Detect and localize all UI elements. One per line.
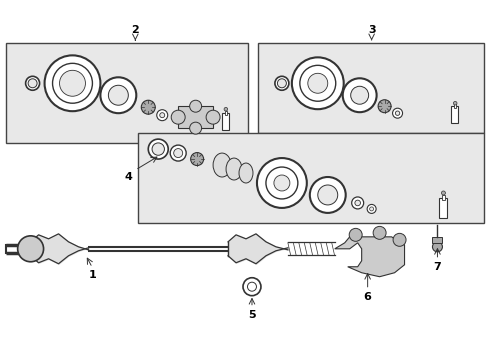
Circle shape: [160, 113, 164, 118]
Circle shape: [395, 111, 399, 116]
Circle shape: [25, 76, 40, 90]
Bar: [6, 44, 247, 143]
Circle shape: [205, 110, 220, 124]
Circle shape: [377, 100, 390, 113]
Circle shape: [18, 236, 43, 262]
Bar: [439, 198, 447, 218]
Text: 5: 5: [247, 310, 255, 320]
Text: 6: 6: [363, 292, 371, 302]
Circle shape: [52, 63, 92, 103]
Circle shape: [170, 145, 186, 161]
Circle shape: [141, 100, 155, 114]
Circle shape: [441, 191, 445, 195]
Text: 4: 4: [124, 172, 132, 182]
Polygon shape: [334, 237, 404, 277]
Circle shape: [60, 70, 85, 96]
Circle shape: [307, 73, 327, 93]
Circle shape: [342, 78, 376, 112]
Circle shape: [190, 153, 203, 166]
Circle shape: [108, 85, 128, 105]
Circle shape: [366, 204, 375, 213]
Circle shape: [256, 158, 306, 208]
Circle shape: [100, 77, 136, 113]
Bar: [453, 104, 455, 108]
Circle shape: [369, 207, 373, 211]
Circle shape: [273, 175, 289, 191]
Circle shape: [243, 278, 261, 296]
Circle shape: [350, 86, 368, 104]
Circle shape: [173, 149, 183, 158]
Bar: [441, 195, 444, 200]
Circle shape: [372, 226, 386, 239]
Circle shape: [392, 233, 405, 246]
Circle shape: [317, 185, 337, 205]
Circle shape: [291, 57, 343, 109]
Circle shape: [351, 197, 363, 209]
Ellipse shape: [213, 153, 230, 177]
Circle shape: [152, 143, 164, 155]
Circle shape: [148, 139, 168, 159]
Text: 2: 2: [131, 26, 139, 35]
Circle shape: [348, 228, 362, 241]
Text: 3: 3: [367, 26, 375, 35]
Circle shape: [265, 167, 297, 199]
Circle shape: [44, 55, 100, 111]
Circle shape: [224, 107, 227, 111]
Text: 7: 7: [433, 262, 441, 272]
Circle shape: [452, 102, 456, 105]
Circle shape: [28, 79, 37, 88]
Bar: [222, 113, 228, 130]
Bar: [431, 237, 442, 243]
Ellipse shape: [239, 163, 252, 183]
Circle shape: [431, 242, 442, 252]
Bar: [450, 106, 457, 123]
Circle shape: [309, 177, 345, 213]
Circle shape: [189, 122, 201, 134]
Circle shape: [392, 108, 402, 118]
Circle shape: [171, 110, 185, 124]
Bar: [138, 133, 483, 223]
Bar: [178, 106, 213, 128]
Bar: [258, 44, 483, 133]
Circle shape: [189, 100, 201, 112]
Ellipse shape: [225, 158, 242, 180]
Bar: [224, 111, 226, 115]
Text: 1: 1: [88, 270, 96, 280]
Circle shape: [354, 200, 360, 206]
Circle shape: [247, 282, 256, 291]
Circle shape: [277, 79, 286, 88]
Circle shape: [274, 76, 288, 90]
Circle shape: [157, 110, 167, 121]
Circle shape: [299, 65, 335, 101]
